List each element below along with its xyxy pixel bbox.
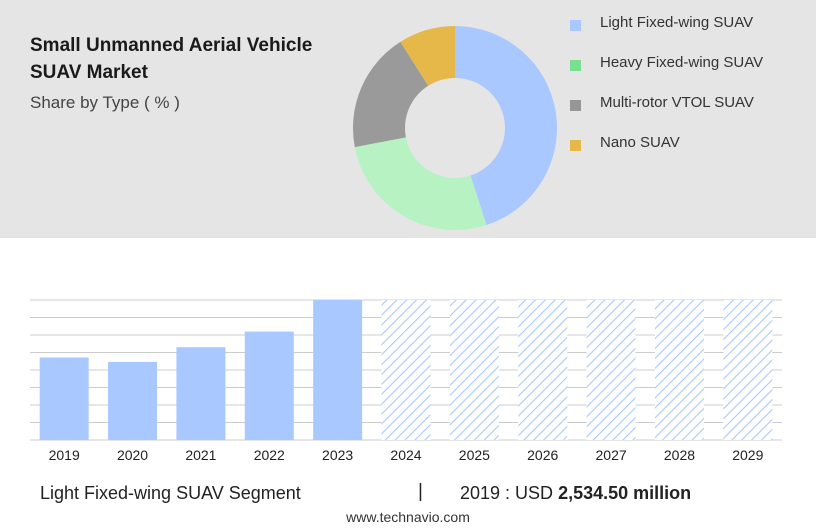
legend-item-heavy-fixed-wing: Heavy Fixed-wing SUAV: [570, 54, 810, 94]
footer-separator: |: [418, 481, 423, 502]
bar-2021: [176, 347, 226, 440]
bar-chart: 2019 2020 2021 2022 2023 2024 2025 2026 2027 2028…: [30, 299, 782, 463]
bar-chart-container: 2019 2020 2021 2022 2023 2024 2025 2026 2027 2028…: [0, 290, 816, 470]
x-tick-label: 2023: [322, 447, 353, 463]
chart-title: Small Unmanned Aerial Vehicle SUAV Marke…: [30, 35, 313, 83]
legend-label: Light Fixed-wing SUAV: [600, 14, 754, 31]
donut-slice-heavy-fixed-wing-suav: [354, 137, 487, 231]
source-link[interactable]: www.technavio.com: [346, 509, 470, 525]
x-tick-label: 2019: [49, 447, 80, 463]
bar-2020: [108, 361, 158, 440]
legend-label: Nano SUAV: [600, 134, 680, 151]
donut-slice-nano-suav: [400, 26, 455, 86]
legend-label: Multi-rotor VTOL SUAV: [600, 94, 754, 111]
forecast-bar-2026: [518, 300, 568, 440]
donut-chart-container: [340, 14, 570, 238]
x-tick-label: 2024: [390, 447, 421, 463]
x-tick-label: 2029: [732, 447, 763, 463]
x-tick-label: 2020: [117, 447, 148, 463]
footer-segment-label: Light Fixed-wing SUAV Segment: [40, 483, 301, 503]
x-tick-label: 2028: [664, 447, 695, 463]
bar-2019: [39, 357, 89, 440]
bar-2022: [244, 331, 294, 440]
legend-swatch: [570, 100, 581, 111]
bar-2023: [313, 300, 363, 440]
chart-subtitle: Share by Type ( % ): [30, 93, 180, 112]
legend-item-light-fixed-wing: Light Fixed-wing SUAV: [570, 14, 810, 54]
footer-year-label: 2019 : USD: [460, 483, 554, 503]
forecast-bar-2025: [449, 300, 499, 440]
footer-amount: 2,534.50 million: [558, 483, 692, 503]
donut-slice-light-fixed-wing-suav: [455, 26, 557, 226]
forecast-bar-2024: [381, 300, 431, 440]
forecast-bar-2028: [654, 300, 704, 440]
legend: Light Fixed-wing SUAV Heavy Fixed-wing S…: [570, 14, 810, 174]
forecast-bar-2027: [586, 300, 636, 440]
donut-chart: [353, 26, 557, 231]
x-tick-label: 2021: [185, 447, 216, 463]
legend-item-nano: Nano SUAV: [570, 134, 810, 174]
legend-swatch: [570, 140, 581, 151]
x-tick-label: 2025: [459, 447, 490, 463]
forecast-bar-2029: [723, 300, 773, 440]
legend-label: Heavy Fixed-wing SUAV: [600, 54, 764, 71]
legend-swatch: [570, 20, 581, 31]
x-tick-label: 2022: [254, 447, 285, 463]
footer-value: 2019 : USD 2,534.50 million: [460, 483, 691, 504]
x-tick-label: 2026: [527, 447, 558, 463]
legend-item-multi-rotor: Multi-rotor VTOL SUAV: [570, 94, 810, 134]
x-tick-label: 2027: [596, 447, 627, 463]
donut-slice-multi-rotor-vtol-suav: [353, 41, 429, 148]
legend-swatch: [570, 60, 581, 71]
